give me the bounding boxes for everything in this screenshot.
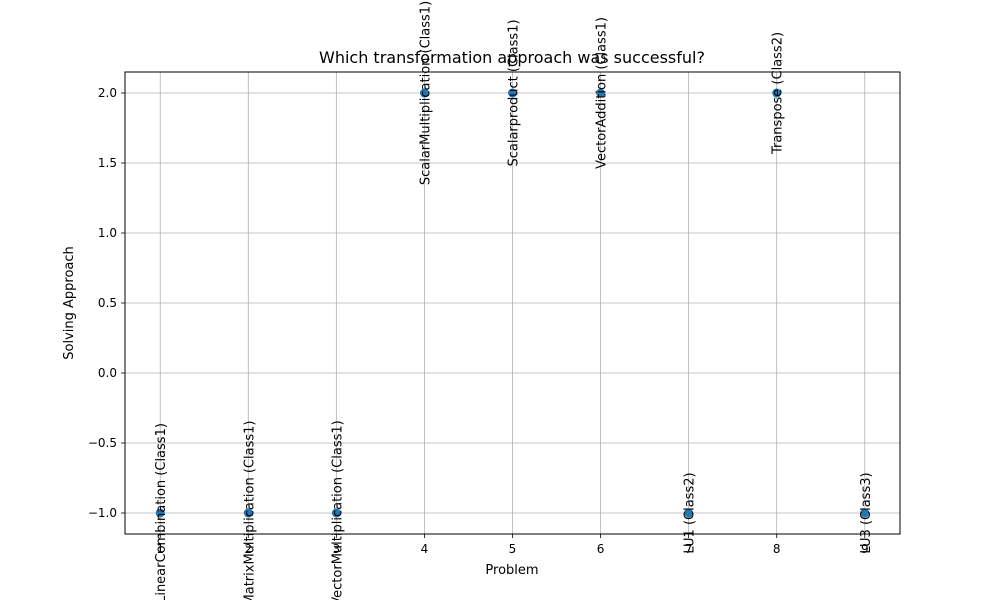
x-tick-label: 2	[244, 542, 252, 556]
x-tick-label: 6	[597, 542, 605, 556]
point-annotation: LinearCombination (Class1)	[154, 423, 169, 600]
y-tick-label: −1.0	[88, 506, 117, 520]
point-annotation: VectorAddition (Class1)	[595, 17, 610, 169]
data-point	[331, 508, 341, 518]
grid	[125, 72, 900, 534]
axis-ticks: 1 2 3 4 5 6 7 8 9 −1.0 −0.5 0.0 0.5 1.0 1.5 2.0	[88, 86, 869, 556]
x-tick-label: 9	[861, 542, 869, 556]
data-point	[860, 508, 870, 518]
point-annotation: Scalarproduct (Class1)	[507, 19, 522, 166]
x-axis-title: Problem	[485, 563, 538, 578]
y-tick-label: 0.5	[98, 296, 117, 310]
data-point	[596, 88, 606, 98]
y-tick-label: −0.5	[88, 436, 117, 450]
y-tick-label: 0.0	[98, 366, 117, 380]
x-tick-label: 7	[685, 542, 693, 556]
y-tick-label: 1.5	[98, 156, 117, 170]
data-point	[772, 88, 782, 98]
y-axis-title: Solving Approach	[62, 246, 77, 360]
data-point	[243, 508, 253, 518]
data-point	[508, 88, 517, 98]
x-tick-label: 1	[156, 542, 164, 556]
y-tick-label: 1.0	[98, 226, 117, 240]
point-annotation: Transpose (Class2)	[771, 32, 786, 155]
point-annotations: LinearCombination (Class1) MatrixMultipli…	[154, 1, 874, 600]
data-point	[419, 88, 429, 98]
data-point	[155, 508, 165, 518]
x-tick-label: 3	[333, 542, 341, 556]
x-tick-label: 5	[509, 542, 517, 556]
point-annotation: LU3 (Class3)	[859, 472, 874, 553]
x-tick-label: 4	[421, 542, 429, 556]
point-annotation: VectorMultiplication (Class1)	[330, 420, 345, 600]
y-tick-label: 2.0	[98, 86, 117, 100]
data-point	[684, 508, 694, 518]
point-annotation: MatrixMultiplication (Class1)	[242, 421, 257, 600]
point-annotation: LU1 (Class2)	[683, 472, 698, 553]
chart-title: Which transformation approach was succes…	[319, 48, 705, 67]
x-tick-label: 8	[773, 542, 781, 556]
data-points	[155, 88, 870, 518]
point-annotation: ScalarMultiplication (Class1)	[418, 1, 433, 185]
